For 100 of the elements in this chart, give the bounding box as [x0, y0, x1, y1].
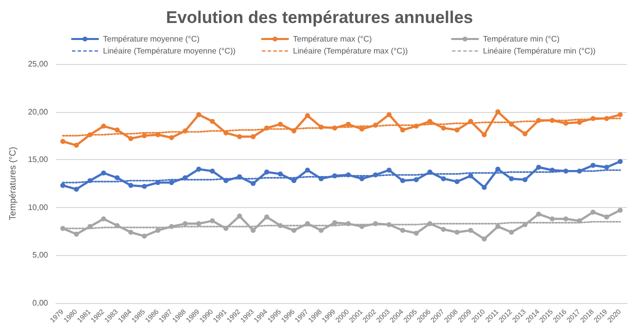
- point: [536, 164, 542, 170]
- point: [60, 226, 66, 231]
- point: [495, 109, 500, 114]
- y-axis-title: Températures (°C): [8, 146, 18, 220]
- y-tick-label: 5,00: [32, 250, 49, 260]
- point: [223, 178, 228, 184]
- point: [550, 118, 555, 123]
- point: [576, 120, 582, 125]
- point: [128, 230, 134, 235]
- point: [386, 168, 392, 173]
- point: [454, 127, 460, 132]
- point: [400, 228, 406, 233]
- point: [522, 222, 528, 228]
- point: [386, 222, 392, 228]
- point: [291, 228, 296, 233]
- point: [318, 228, 324, 233]
- point: [618, 208, 623, 213]
- point: [278, 171, 283, 176]
- point: [210, 168, 215, 174]
- point: [400, 178, 406, 184]
- point: [414, 177, 419, 182]
- chart-title: Evolution des températures annuelles: [166, 8, 474, 27]
- point: [522, 131, 528, 136]
- point: [223, 226, 228, 231]
- point: [182, 175, 188, 180]
- point: [576, 168, 582, 174]
- point: [155, 228, 160, 233]
- point: [128, 136, 134, 142]
- point: [427, 221, 432, 226]
- point: [128, 182, 134, 188]
- point: [291, 178, 296, 184]
- legend-label: Linéaire (Température min (°C)): [483, 46, 596, 56]
- point: [536, 118, 542, 123]
- point: [250, 228, 256, 233]
- point: [101, 124, 106, 129]
- point: [332, 173, 338, 178]
- point: [482, 184, 487, 190]
- point: [590, 116, 596, 121]
- point: [278, 223, 283, 228]
- point: [101, 170, 106, 176]
- point: [250, 134, 256, 140]
- point: [468, 118, 474, 124]
- point: [482, 236, 487, 242]
- point: [386, 112, 392, 118]
- point: [318, 124, 324, 130]
- point: [427, 118, 432, 124]
- point: [264, 214, 270, 220]
- point: [400, 127, 406, 132]
- point: [508, 176, 514, 182]
- point: [563, 216, 568, 222]
- point: [210, 118, 215, 124]
- y-tick-label: 0,00: [32, 298, 49, 308]
- point: [590, 162, 596, 168]
- point: [372, 221, 378, 226]
- point: [454, 179, 460, 184]
- point: [196, 166, 202, 172]
- point: [101, 216, 106, 222]
- point: [250, 181, 256, 186]
- point: [169, 224, 174, 230]
- point: [372, 172, 378, 178]
- point: [87, 178, 92, 184]
- point: [210, 218, 215, 224]
- point: [223, 130, 228, 136]
- point: [414, 124, 419, 129]
- point: [550, 216, 555, 222]
- point: [196, 112, 202, 118]
- point: [508, 230, 514, 235]
- point: [440, 226, 446, 232]
- point: [604, 214, 610, 220]
- y-tick-label: 20,00: [28, 107, 49, 116]
- point: [182, 221, 188, 226]
- point: [482, 132, 487, 138]
- point: [427, 170, 432, 175]
- point: [114, 127, 120, 132]
- point: [536, 212, 542, 217]
- point: [618, 112, 623, 118]
- point: [563, 120, 568, 126]
- point: [468, 173, 474, 178]
- legend-label: Température max (°C): [293, 34, 372, 44]
- point: [332, 126, 338, 131]
- point: [237, 134, 242, 140]
- point: [114, 223, 120, 228]
- point: [563, 168, 568, 174]
- point: [440, 126, 446, 131]
- y-tick-label: 10,00: [28, 202, 49, 212]
- point: [590, 210, 596, 215]
- point: [550, 168, 555, 173]
- point: [359, 126, 364, 132]
- point: [237, 214, 242, 219]
- legend-label: Température moyenne (°C): [103, 34, 200, 44]
- point: [291, 128, 296, 134]
- point: [155, 132, 160, 138]
- point: [305, 168, 310, 173]
- point: [346, 122, 351, 127]
- point: [346, 172, 351, 178]
- point: [346, 221, 351, 226]
- point: [142, 234, 147, 239]
- point: [264, 170, 270, 175]
- y-tick-label: 15,00: [28, 155, 49, 164]
- point: [359, 176, 364, 182]
